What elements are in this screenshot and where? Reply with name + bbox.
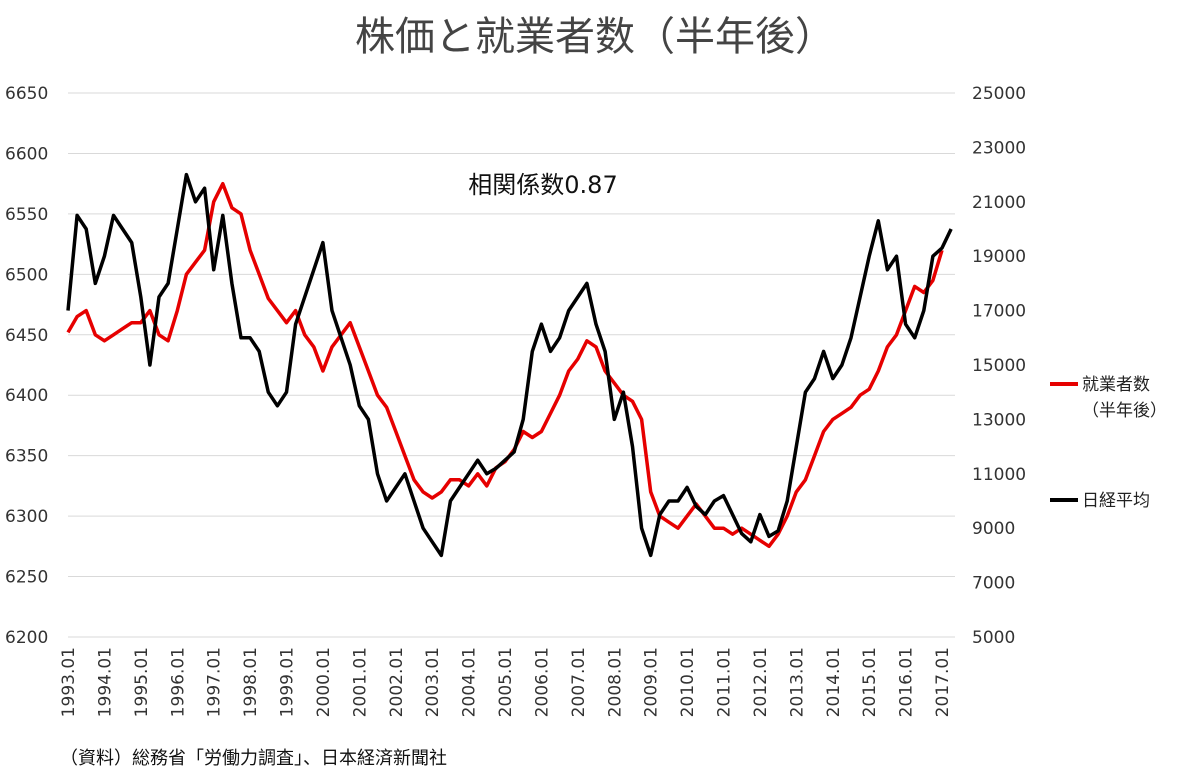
x-tick-label: 1993.01 — [59, 647, 79, 717]
x-tick-label: 1995.01 — [132, 647, 152, 717]
y2-tick-label: 17000 — [972, 302, 1026, 322]
y2-tick-label: 25000 — [972, 84, 1026, 104]
source-note: （資料）総務省「労働力調査」、日本経済新聞社 — [60, 748, 447, 769]
x-tick-label: 2001.01 — [350, 647, 370, 717]
series-line — [66, 181, 944, 549]
y-tick-label: 6250 — [5, 568, 48, 588]
x-tick-label: 2015.01 — [860, 647, 880, 717]
x-tick-label: 2017.01 — [933, 647, 953, 717]
x-tick-label: 1996.01 — [168, 647, 188, 717]
legend-swatch — [1050, 498, 1078, 502]
x-tick-label: 2003.01 — [423, 647, 443, 717]
legend-swatch — [1050, 382, 1078, 386]
x-tick-label: 1998.01 — [241, 647, 261, 717]
series-line — [66, 172, 953, 558]
chart-title: 株価と就業者数（半年後） — [355, 14, 835, 60]
y-tick-label: 6500 — [5, 265, 48, 285]
y-tick-label: 6300 — [5, 507, 48, 527]
x-tick-label: 1997.01 — [205, 647, 225, 717]
x-tick-label: 2014.01 — [824, 647, 844, 717]
x-tick-label: 2004.01 — [460, 647, 480, 717]
y-tick-label: 6600 — [5, 144, 48, 164]
x-tick-label: 2013.01 — [787, 647, 807, 717]
x-tick-label: 2007.01 — [569, 647, 589, 717]
y2-tick-label: 19000 — [972, 247, 1026, 267]
x-tick-label: 2012.01 — [751, 647, 771, 717]
y2-tick-label: 5000 — [972, 628, 1015, 648]
y2-tick-label: 11000 — [972, 465, 1026, 485]
x-tick-label: 2010.01 — [678, 647, 698, 717]
x-tick-label: 2011.01 — [715, 647, 735, 717]
y2-tick-label: 7000 — [972, 574, 1015, 594]
legend-item: 日経平均 — [1050, 488, 1176, 514]
x-tick-label: 2008.01 — [605, 647, 625, 717]
y2-tick-label: 23000 — [972, 138, 1026, 158]
y-tick-label: 6350 — [5, 447, 48, 467]
y-tick-label: 6450 — [5, 326, 48, 346]
x-tick-label: 2009.01 — [642, 647, 662, 717]
legend-label: 日経平均 — [1082, 491, 1150, 511]
annotation: 相関係数0.87 — [468, 171, 617, 199]
x-tick-label: 1999.01 — [278, 647, 298, 717]
y-tick-label: 6650 — [5, 84, 48, 104]
x-tick-label: 2005.01 — [496, 647, 516, 717]
x-tick-label: 2000.01 — [314, 647, 334, 717]
x-tick-label: 2002.01 — [387, 647, 407, 717]
y-tick-label: 6550 — [5, 205, 48, 225]
y2-tick-label: 15000 — [972, 356, 1026, 376]
x-tick-label: 2016.01 — [897, 647, 917, 717]
legend-item: 就業者数（半年後） — [1050, 372, 1176, 424]
x-tick-label: 1994.01 — [95, 647, 115, 717]
y2-tick-label: 9000 — [972, 519, 1015, 539]
y2-tick-label: 13000 — [972, 410, 1026, 430]
y-tick-label: 6200 — [5, 628, 48, 648]
x-tick-label: 2006.01 — [532, 647, 552, 717]
y2-tick-label: 21000 — [972, 193, 1026, 213]
y-tick-label: 6400 — [5, 386, 48, 406]
legend-label: 就業者数（半年後） — [1082, 375, 1167, 421]
